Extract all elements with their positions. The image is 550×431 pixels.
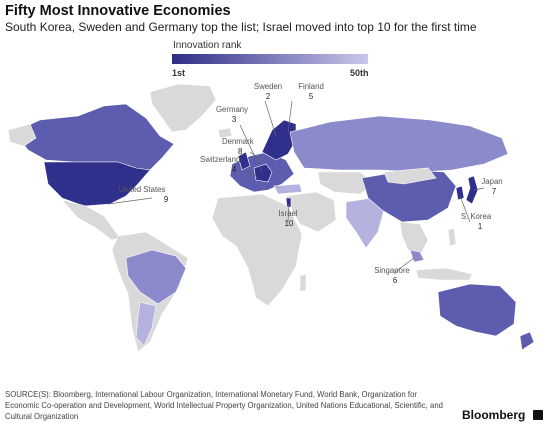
land-greenland [149,83,217,133]
world-map: Sweden 2 Finland 5 Germany 3 Denmark 8 S… [7,82,535,353]
callout-denmark-rank: 8 [238,147,242,156]
callout-switzerland-name: Switzerland [200,155,240,164]
legend-color-ramp [172,54,368,64]
land-malaysia [409,249,425,263]
land-iceland [217,127,233,139]
land-united-kingdom [237,151,251,171]
legend-title: Innovation rank [173,40,242,51]
callout-israel-rank: 10 [285,219,294,228]
leader-sweden [264,100,277,137]
leader-s-korea [459,195,471,223]
callout-japan-rank: 7 [492,187,496,196]
legend-min-label: 1st [172,68,186,78]
bloomberg-icon [533,410,543,420]
callout-s-korea-rank: 1 [478,222,482,231]
land-mongolia [383,167,437,185]
land-israel [285,197,292,208]
legend-max-label: 50th [350,68,369,78]
land-madagascar [299,273,307,293]
land-australia [437,283,517,337]
land-united-states [43,161,151,207]
land-new-zealand [519,331,535,351]
land-russia [289,115,509,173]
land-germany-switzerland [253,163,273,183]
land-south-korea [455,185,465,201]
land-alaska [7,123,37,147]
leader-israel [287,203,290,223]
land-philippines [447,227,457,247]
land-scandinavia [261,119,297,161]
callout-sweden-rank: 2 [266,92,270,101]
land-canada [13,103,175,171]
leader-japan [473,187,485,191]
land-middle-east [285,191,337,233]
callout-finland-name: Finland [298,82,324,91]
callout-finland-rank: 5 [309,92,314,101]
chart-subtitle: South Korea, Sweden and Germany top the … [5,20,477,34]
land-japan [465,175,479,205]
callout-denmark-name: Denmark [222,137,254,146]
leader-germany [239,124,263,173]
callout-switzerland-rank: 4 [232,165,237,174]
land-argentina [135,301,157,347]
leader-denmark [249,151,263,161]
leader-singapore [394,257,415,273]
callout-united-states-rank: 9 [164,195,168,204]
callout-israel-name: Israel [278,209,297,218]
callout-singapore-rank: 6 [393,276,397,285]
leader-finland [287,100,293,133]
callout-japan-name: Japan [481,177,502,186]
chart-title: Fifty Most Innovative Economies [5,3,231,19]
land-brazil [125,249,187,305]
land-indonesia [415,267,473,281]
callout-germany-name: Germany [216,105,248,114]
callout-sweden-name: Sweden [254,82,282,91]
leader-united-states [107,197,153,205]
callout-s-korea-name: S. Korea [461,212,492,221]
land-turkey [273,183,303,195]
bloomberg-logo: Bloomberg [462,408,526,422]
sources-note: SOURCE(S): Bloomberg, International Labo… [5,390,444,421]
callout-united-states-name: United States [119,185,166,194]
callout-germany-rank: 3 [232,115,236,124]
land-mexico [61,199,121,241]
land-central-asia [317,171,377,195]
callout-singapore-name: Singapore [374,266,410,275]
leader-switzerland [247,169,259,179]
